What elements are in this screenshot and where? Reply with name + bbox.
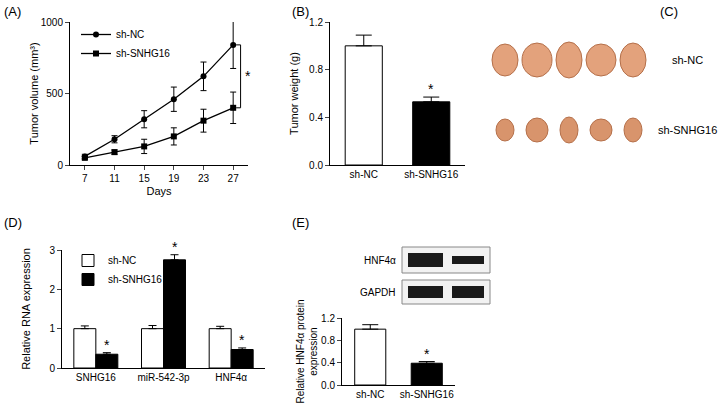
svg-text:19: 19	[168, 173, 180, 184]
svg-text:0.4: 0.4	[309, 112, 323, 123]
svg-text:sh-SNHG16: sh-SNHG16	[400, 389, 454, 400]
svg-text:500: 500	[46, 88, 63, 99]
svg-text:0: 0	[49, 363, 55, 374]
svg-text:1: 1	[49, 323, 55, 334]
svg-text:*: *	[245, 68, 251, 84]
svg-text:(A): (A)	[4, 4, 21, 19]
svg-text:(D): (D)	[4, 215, 22, 230]
svg-text:*: *	[239, 332, 245, 348]
svg-text:Tumor volume (mm³): Tumor volume (mm³)	[28, 42, 40, 144]
svg-text:(C): (C)	[660, 4, 678, 19]
svg-text:*: *	[172, 239, 178, 255]
svg-text:Relative HNF4α proteinexpressi: Relative HNF4α proteinexpression	[295, 299, 319, 403]
svg-text:HNF4α: HNF4α	[364, 255, 396, 266]
svg-text:0.8: 0.8	[309, 64, 323, 75]
svg-text:23: 23	[198, 173, 210, 184]
svg-text:Days: Days	[146, 185, 172, 197]
svg-text:1.2: 1.2	[309, 17, 323, 28]
svg-text:sh-NC: sh-NC	[356, 389, 384, 400]
svg-text:1.2: 1.2	[321, 313, 335, 324]
svg-text:miR-542-3p: miR-542-3p	[137, 372, 190, 383]
svg-text:sh-NC: sh-NC	[116, 29, 144, 40]
svg-text:*: *	[428, 81, 434, 97]
svg-text:SNHG16: SNHG16	[76, 372, 116, 383]
svg-text:sh-SNHG16: sh-SNHG16	[658, 124, 717, 136]
svg-text:0.8: 0.8	[321, 335, 335, 346]
svg-text:*: *	[424, 346, 430, 362]
svg-text:sh-NC: sh-NC	[350, 169, 378, 180]
svg-text:(B): (B)	[292, 4, 309, 19]
svg-text:1000: 1000	[41, 17, 64, 28]
svg-text:3: 3	[49, 245, 55, 256]
svg-text:0: 0	[57, 160, 63, 171]
svg-text:sh-NC: sh-NC	[108, 255, 136, 266]
svg-text:11: 11	[109, 173, 120, 184]
svg-text:sh-SNHG16: sh-SNHG16	[404, 169, 458, 180]
svg-text:15: 15	[139, 173, 151, 184]
svg-text:*: *	[104, 337, 110, 353]
svg-text:0.0: 0.0	[309, 160, 323, 171]
svg-text:2: 2	[49, 284, 55, 295]
svg-text:sh-SNHG16: sh-SNHG16	[116, 48, 170, 59]
svg-text:sh-NC: sh-NC	[672, 54, 703, 66]
svg-text:Relative RNA expression: Relative RNA expression	[20, 248, 32, 370]
svg-text:0.0: 0.0	[321, 380, 335, 391]
svg-text:GAPDH: GAPDH	[360, 287, 396, 298]
svg-text:HNF4α: HNF4α	[215, 372, 247, 383]
svg-text:0.4: 0.4	[321, 357, 335, 368]
svg-text:7: 7	[82, 173, 88, 184]
svg-text:(E): (E)	[292, 215, 309, 230]
svg-text:Tumor weight (g): Tumor weight (g)	[288, 52, 300, 135]
svg-text:sh-SNHG16: sh-SNHG16	[108, 274, 162, 285]
svg-text:27: 27	[228, 173, 240, 184]
